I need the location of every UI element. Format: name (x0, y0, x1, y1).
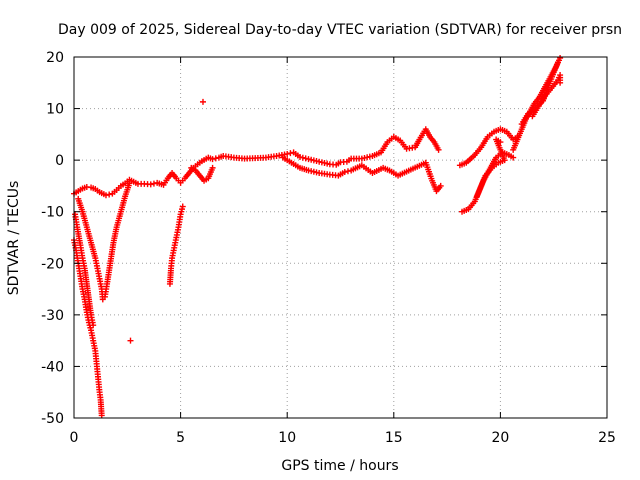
y-axis-label: SDTVAR / TECUs (6, 181, 22, 296)
data-point (435, 146, 442, 153)
data-point (284, 150, 291, 157)
x-tick-label: 20 (491, 430, 509, 446)
y-tick-label: -10 (41, 205, 64, 221)
y-tick-label: -30 (41, 308, 64, 324)
x-axis-label: GPS time / hours (281, 458, 398, 474)
data-point (98, 412, 105, 419)
data-point (554, 59, 561, 66)
y-tick-label: 0 (55, 153, 64, 169)
data-point (106, 191, 113, 198)
chart-title: Day 009 of 2025, Sidereal Day-to-day VTE… (58, 22, 622, 38)
series-lower-band (75, 154, 444, 303)
data-point (437, 182, 444, 189)
y-tick-label: -20 (41, 256, 64, 272)
y-tick-label: -50 (41, 411, 64, 427)
series-steep-drop-2 (71, 237, 105, 419)
data-point (209, 164, 216, 171)
series-steep-drop-1 (72, 211, 97, 329)
data-point (150, 180, 157, 187)
grid (74, 57, 607, 418)
series-segment-19-20h-c (473, 136, 508, 200)
x-tick-label: 10 (278, 430, 296, 446)
x-tick-label: 25 (598, 430, 616, 446)
data-point (209, 156, 216, 163)
data-point (557, 55, 564, 62)
series-segment-4-5h (166, 203, 186, 287)
data-point (179, 203, 186, 210)
data-point (126, 180, 133, 187)
x-tick-label: 0 (70, 430, 79, 446)
y-tick-label: 10 (46, 102, 64, 118)
data-marks (71, 55, 564, 419)
y-tick-label: -40 (41, 359, 64, 375)
series-rise-20-23h (510, 55, 564, 153)
data-point (510, 154, 517, 161)
x-tick-label: 5 (176, 430, 185, 446)
data-point (147, 181, 154, 188)
data-point (497, 139, 504, 146)
axis-ticks: 0 5 10 15 20 25 20 10 0 -10 -20 -30 -40 -50 (41, 50, 616, 446)
data-point (127, 337, 134, 344)
x-tick-label: 15 (385, 430, 403, 446)
plot-frame (73, 56, 608, 419)
data-point (341, 169, 348, 176)
data-point (557, 79, 564, 86)
series-isolated-points (127, 98, 206, 344)
data-point (212, 155, 219, 162)
data-point (102, 192, 109, 199)
data-point (344, 168, 351, 175)
data-point (287, 150, 294, 157)
y-tick-label: 20 (46, 50, 64, 66)
data-point (199, 98, 206, 105)
